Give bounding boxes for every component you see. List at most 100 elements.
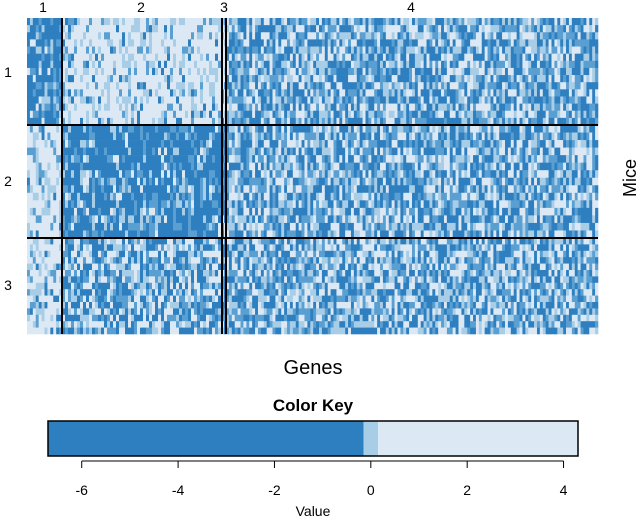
heatmap-cell [531, 75, 535, 83]
heatmap-cell [304, 110, 308, 119]
heatmap-cell [143, 96, 147, 104]
heatmap-cell [158, 110, 162, 119]
heatmap-cell [528, 39, 532, 47]
heatmap-cell [321, 53, 326, 62]
heatmap-cell [545, 162, 549, 171]
heatmap-cell [525, 162, 529, 171]
heatmap-cell [374, 82, 378, 90]
heatmap-cell [382, 39, 387, 47]
heatmap-cell [284, 125, 288, 133]
heatmap-cell [41, 125, 45, 133]
heatmap-cell [182, 177, 186, 186]
heatmap-cell [197, 177, 201, 186]
heatmap-cell [89, 103, 93, 112]
heatmap-cell [32, 200, 37, 209]
heatmap-cell [333, 67, 337, 76]
heatmap-cell [107, 162, 111, 171]
heatmap-cell [137, 67, 141, 76]
heatmap-cell [119, 75, 123, 83]
heatmap-cell [409, 155, 413, 163]
heatmap-cell [484, 53, 488, 62]
heatmap-cell [95, 177, 99, 186]
heatmap-cell [260, 75, 265, 83]
heatmap-cell [140, 67, 144, 76]
heatmap-cell [197, 89, 201, 97]
heatmap-cell [359, 117, 363, 126]
heatmap-cell [50, 222, 54, 231]
heatmap-cell [62, 192, 66, 201]
heatmap-cell [86, 75, 90, 83]
heatmap-cell [179, 192, 183, 201]
heatmap-cell [507, 60, 512, 69]
heatmap-cell [50, 60, 54, 69]
heatmap-cell [257, 140, 262, 148]
heatmap-cell [272, 125, 276, 133]
heatmap-cell [580, 25, 584, 33]
heatmap-cell [104, 147, 108, 156]
heatmap-cell [182, 32, 186, 40]
heatmap-cell [548, 25, 552, 33]
heatmap-cell [44, 200, 48, 209]
heatmap-cell [59, 177, 63, 186]
heatmap-cell [496, 32, 500, 40]
heatmap-cell [278, 18, 282, 26]
heatmap-cell [551, 96, 555, 104]
heatmap-cell [505, 117, 509, 126]
heatmap-cell [240, 162, 244, 171]
heatmap-cell [409, 132, 413, 141]
heatmap-cell [475, 39, 480, 47]
heatmap-cell [586, 117, 590, 126]
heatmap-cell [197, 155, 201, 163]
heatmap-cell [371, 96, 375, 104]
heatmap-cell [313, 125, 317, 133]
heatmap-cell [149, 89, 153, 97]
heatmap-cell [350, 117, 355, 126]
heatmap-cell [304, 89, 308, 97]
heatmap-cell [29, 222, 34, 231]
heatmap-cell [29, 25, 34, 33]
heatmap-cell [554, 162, 558, 171]
heatmap-cell [161, 103, 165, 112]
heatmap-cell [400, 32, 404, 40]
heatmap-cell [295, 60, 299, 69]
heatmap-cell [438, 125, 442, 133]
heatmap-cell [237, 103, 241, 112]
heatmap-cell [80, 147, 84, 156]
heatmap-cell [467, 82, 471, 90]
heatmap-cell [356, 32, 360, 40]
heatmap-cell [47, 125, 51, 133]
heatmap-cell [339, 162, 343, 171]
heatmap-cell [146, 155, 150, 163]
heatmap-cell [260, 140, 265, 148]
heatmap-cell [197, 110, 201, 119]
heatmap-cell [490, 162, 494, 171]
heatmap-cell [589, 39, 593, 47]
heatmap-cell [496, 60, 500, 69]
heatmap-cell [319, 170, 323, 179]
heatmap-cell [409, 53, 413, 62]
heatmap-cell [56, 103, 60, 112]
heatmap-cell [292, 110, 297, 119]
heatmap-cell [149, 39, 153, 47]
heatmap-cell [125, 125, 129, 133]
heatmap-cell [342, 46, 346, 54]
heatmap-cell [131, 117, 135, 126]
heatmap-cell [29, 230, 34, 239]
heatmap-cell [191, 162, 195, 171]
heatmap-cell [348, 147, 352, 156]
heatmap-cell [342, 32, 346, 40]
heatmap-cell [461, 170, 465, 179]
heatmap-cell [470, 170, 474, 179]
heatmap-cell [278, 32, 282, 40]
heatmap-cell [50, 75, 54, 83]
heatmap-cell [365, 162, 369, 171]
heatmap-cell [41, 177, 45, 186]
heatmap-cell [475, 140, 480, 148]
heatmap-cell [493, 162, 497, 171]
heatmap-cell [119, 53, 123, 62]
heatmap-cell [287, 140, 291, 148]
heatmap-cell [586, 155, 590, 163]
heatmap-cell [481, 25, 485, 33]
heatmap-cell [255, 185, 259, 194]
heatmap-cell [41, 46, 45, 54]
